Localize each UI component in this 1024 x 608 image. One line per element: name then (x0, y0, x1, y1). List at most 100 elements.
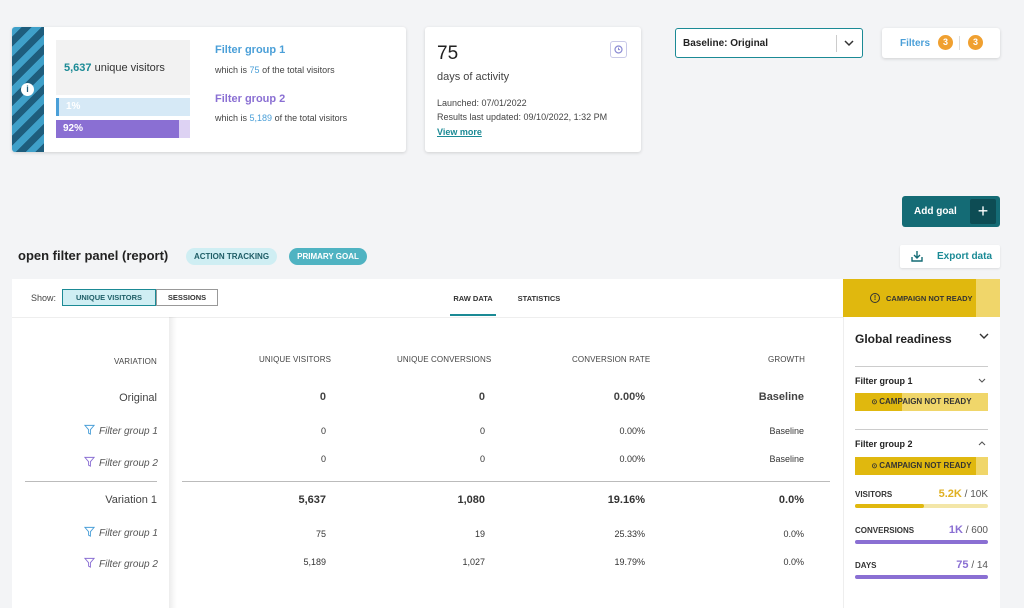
cell-conversions: 0 (479, 426, 485, 436)
cell-rate: 25.33% (614, 529, 645, 539)
group2-title: Filter group 2 (215, 93, 286, 105)
cell-conversions: 19 (474, 529, 485, 539)
cell-growth: 0.0% (783, 557, 804, 567)
group1-share-label: 1% (66, 101, 81, 112)
filter-group-label: Filter group 2 (99, 559, 158, 570)
header-variation: VARIATION (114, 357, 157, 366)
visitors-metric-value: 5.2K / 10K (939, 488, 988, 500)
days-label: days of activity (437, 71, 510, 83)
filters-label: Filters (900, 38, 931, 49)
header-conversion-rate: CONVERSION RATE (572, 355, 651, 364)
filter-groups-card: i 5,637 unique visitors 1% 92% Filter gr… (12, 27, 406, 152)
cell-visitors: 0 (320, 454, 326, 464)
funnel-icon (84, 557, 95, 568)
toggle-sessions[interactable]: SESSIONS (156, 289, 218, 306)
cell-visitors: 0 (320, 426, 326, 436)
sticky-column-shadow (169, 317, 177, 608)
add-goal-button[interactable]: Add goal + (902, 196, 1000, 227)
group2-prefix: which is (215, 113, 248, 123)
cell-rate: 0.00% (619, 454, 645, 464)
group1-readiness-status: ⊙ CAMPAIGN NOT READY (855, 393, 988, 411)
row-label-variation-1: Variation 1 (105, 494, 157, 506)
row-label-filter-group-2: Filter group 2 (84, 557, 158, 570)
days-value: 75 (437, 43, 459, 64)
visitors-value: 5.2K (938, 488, 962, 500)
baseline-select[interactable]: Baseline: Original (675, 28, 863, 58)
baseline-select-value: Baseline: Original (683, 38, 769, 49)
launched-date: Launched: 07/01/2022 (437, 98, 527, 108)
goal-title: open filter panel (report) (18, 248, 169, 263)
warning-icon: ⊙ (871, 399, 880, 406)
cell-conversions: 1,027 (462, 557, 485, 567)
cell-rate: 0.00% (619, 426, 645, 436)
export-data-label: Export data (937, 251, 993, 262)
chevron-down-icon[interactable] (978, 331, 990, 344)
cell-growth: 0.0% (783, 529, 804, 539)
total-visitors: 5,637 unique visitors (64, 62, 165, 74)
cell-visitors: 5,189 (303, 557, 326, 567)
chevron-up-icon[interactable] (977, 438, 987, 450)
select-divider (836, 35, 837, 52)
campaign-not-ready-banner: ! CAMPAIGN NOT READY (843, 279, 1000, 317)
tab-statistics[interactable]: STATISTICS (517, 294, 561, 303)
chevron-down-icon (843, 35, 855, 54)
cell-visitors: 75 (315, 529, 326, 539)
days-target: / 14 (971, 560, 988, 571)
funnel-icon (84, 424, 95, 435)
banner-fill (843, 279, 976, 317)
row-divider-left (25, 481, 157, 482)
cell-growth: Baseline (769, 426, 804, 436)
visitors-progress-fill (855, 504, 925, 508)
show-label: Show: (31, 293, 57, 303)
group2-value: 5,189 (249, 113, 273, 123)
filter-group-label: Filter group 2 (99, 458, 158, 469)
filters-button[interactable]: Filters 3 3 (882, 28, 1000, 58)
group1-desc: which is 75 of the total visitors (215, 65, 335, 75)
days-value: 75 (956, 559, 969, 571)
download-icon (910, 249, 924, 266)
conversions-progress-bar (855, 540, 988, 544)
group2-share-fill (56, 120, 180, 138)
last-updated: Results last updated: 09/10/2022, 1:32 P… (437, 112, 608, 122)
activity-card: 75 days of activity Launched: 07/01/2022… (425, 27, 641, 152)
table-top-divider (12, 317, 843, 318)
visitors-target: / 10K (964, 489, 988, 500)
warning-icon: ⊙ (871, 463, 880, 470)
filters-count-badge-2: 3 (968, 35, 983, 50)
cell-rate: 0.00% (613, 391, 645, 403)
group1-prefix: which is (215, 65, 248, 75)
row-label-original: Original (119, 392, 157, 404)
conversions-target: / 600 (965, 525, 988, 536)
group1-share-bar: 1% (56, 98, 190, 116)
view-more-link[interactable]: View more (437, 127, 482, 137)
cell-conversions: 0 (479, 454, 485, 464)
funnel-icon (84, 526, 95, 537)
group2-status-label: CAMPAIGN NOT READY (879, 461, 972, 470)
plus-icon: + (970, 199, 996, 224)
row-divider-right (182, 481, 830, 482)
group1-readiness-bar: ⊙ CAMPAIGN NOT READY (855, 393, 988, 411)
group2-desc: which is 5,189 of the total visitors (215, 113, 347, 123)
action-tracking-tag: ACTION TRACKING (186, 248, 277, 265)
cell-growth: 0.0% (778, 494, 804, 506)
chevron-down-icon[interactable] (977, 376, 987, 388)
info-icon[interactable]: i (21, 83, 34, 96)
toggle-unique-visitors[interactable]: UNIQUE VISITORS (62, 289, 156, 306)
readiness-group1-title: Filter group 1 (855, 376, 913, 386)
tab-raw-data[interactable]: RAW DATA (450, 294, 496, 316)
group2-suffix: of the total visitors (274, 113, 348, 123)
group1-value: 75 (249, 65, 260, 75)
funnel-icon (84, 456, 95, 467)
clock-icon[interactable] (610, 41, 627, 58)
global-readiness-title: Global readiness (855, 332, 952, 346)
filters-count-badge: 3 (938, 35, 953, 50)
row-label-filter-group-1: Filter group 1 (84, 424, 158, 437)
results-table-panel: Show: UNIQUE VISITORS SESSIONS RAW DATA … (12, 279, 843, 608)
header-unique-conversions: UNIQUE CONVERSIONS (397, 355, 492, 364)
conversions-metric-value: 1K / 600 (949, 524, 988, 536)
visitors-metric-label: VISITORS (855, 490, 893, 499)
readiness-group2-title: Filter group 2 (855, 439, 913, 449)
cell-visitors: 5,637 (298, 494, 326, 506)
export-data-button[interactable]: Export data (900, 245, 1000, 268)
total-visitors-label: unique visitors (94, 62, 165, 74)
